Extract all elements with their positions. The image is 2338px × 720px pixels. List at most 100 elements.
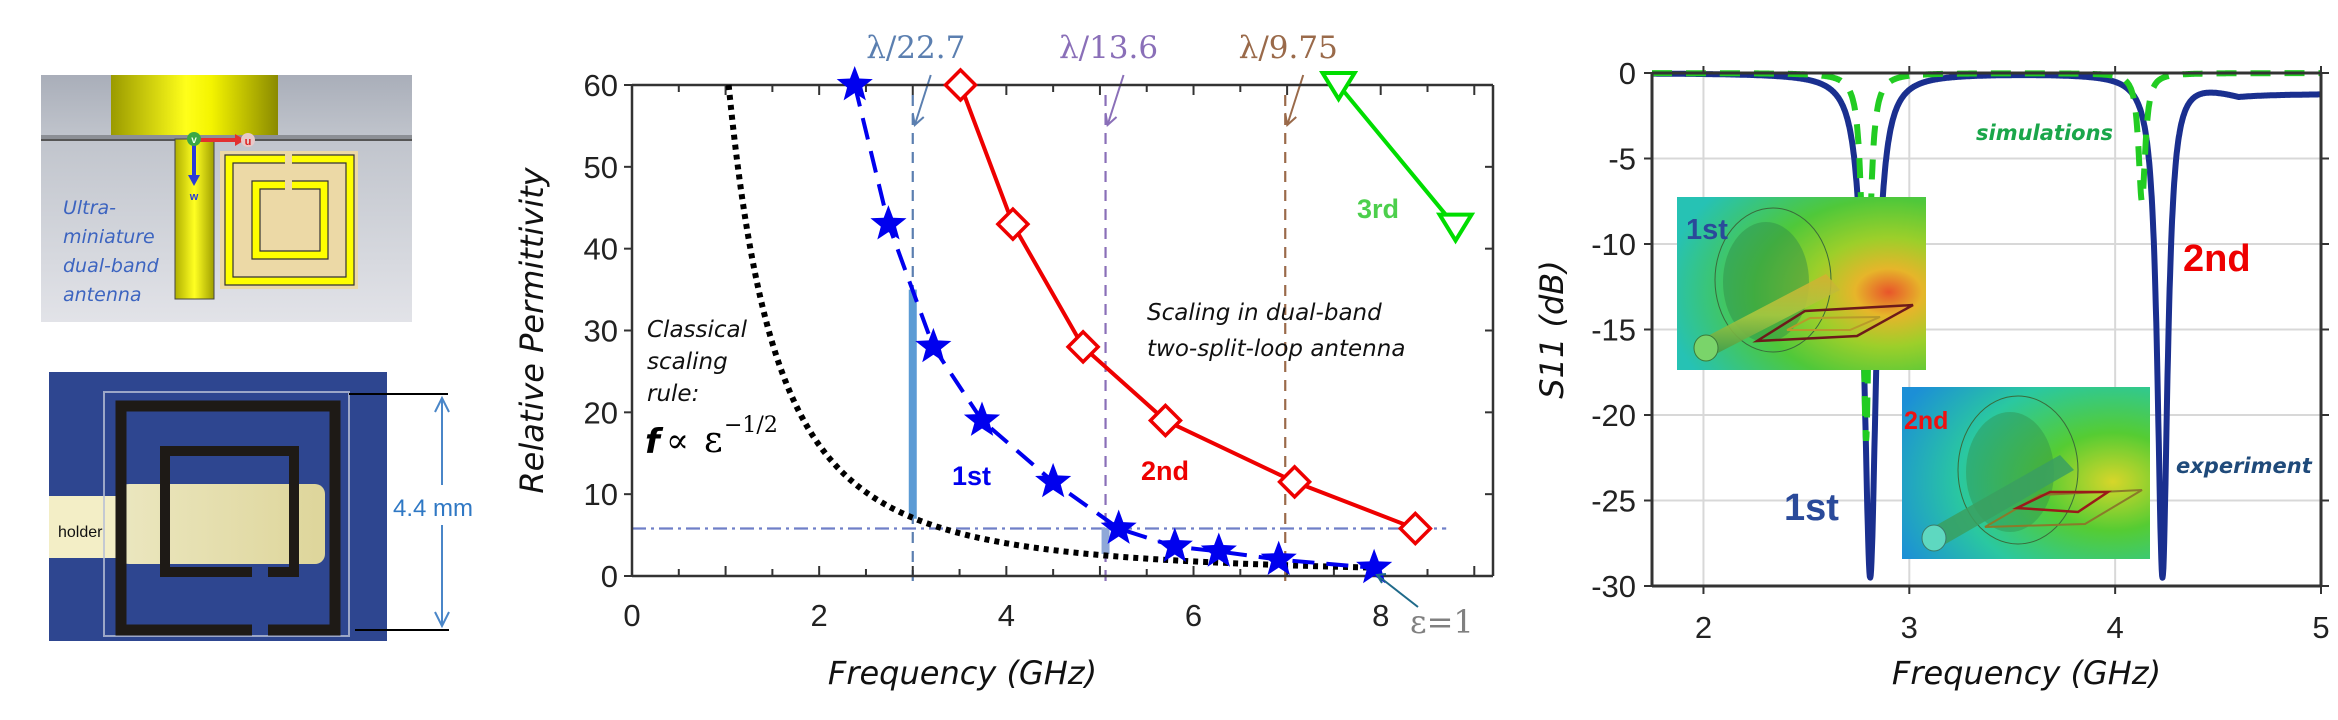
y-tick-label: -5 bbox=[1608, 142, 1636, 177]
y-tick-label: -20 bbox=[1591, 398, 1636, 433]
inner-split-loop bbox=[252, 181, 328, 259]
x-tick-label: 0 bbox=[623, 598, 640, 633]
reference-label: λ/13.6 bbox=[1059, 30, 1158, 66]
formula-f: f bbox=[645, 422, 664, 462]
series-line-2nd bbox=[958, 84, 1417, 531]
y-tick-label: 0 bbox=[1619, 56, 1636, 91]
reference-arrow-head bbox=[1284, 112, 1297, 127]
x-axis-title: Frequency (GHz) bbox=[828, 654, 1097, 692]
cad-caption: Ultra- miniature dual-band antenna bbox=[63, 197, 160, 306]
y-tick-label: 30 bbox=[584, 314, 618, 349]
series-line-3rd bbox=[1337, 83, 1458, 228]
s11-chart: 1st 2nd 2 3 4 5 0 -5 -10 -15 -20 -25 -30 Frequency… bbox=[1533, 56, 2330, 692]
dual-band-text-2: two-split-loop antenna bbox=[1147, 336, 1405, 362]
label-2nd-dip: 2nd bbox=[2183, 238, 2251, 280]
classical-text-2: scaling bbox=[647, 349, 728, 375]
outer-loop bbox=[115, 400, 341, 636]
diamond-marker bbox=[1397, 511, 1433, 547]
diamond-marker bbox=[943, 67, 978, 103]
label-1st-band: 1st bbox=[952, 461, 991, 491]
y-tick-label: -10 bbox=[1591, 227, 1636, 262]
classical-scaling-curve bbox=[725, 84, 1381, 571]
inset-2nd-field: 2nd bbox=[1902, 387, 2150, 559]
dual-band-annotation: Scaling in dual-band two-split-loop ante… bbox=[1147, 300, 1405, 362]
dual-band-text-1: Scaling in dual-band bbox=[1147, 300, 1382, 326]
y-tick-label: 60 bbox=[584, 68, 618, 103]
epsilon-one-label: ε=1 bbox=[1410, 603, 1474, 641]
formula-exponent: −1/2 bbox=[724, 413, 778, 438]
highlight-bar bbox=[908, 289, 917, 519]
cad-model-image: u w v Ultra- miniature dual-band antenna bbox=[41, 75, 412, 322]
star-marker bbox=[1200, 532, 1237, 567]
y-tick-label: -30 bbox=[1591, 569, 1636, 604]
x-axis-title: Frequency (GHz) bbox=[1892, 654, 2161, 692]
formula-proportional: ∝ bbox=[666, 421, 689, 461]
v-axis-label: v bbox=[191, 135, 197, 146]
y-tick-label: -15 bbox=[1591, 313, 1636, 348]
caption-line-4: antenna bbox=[63, 284, 142, 306]
ground-line bbox=[41, 135, 412, 139]
classical-text-3: rule: bbox=[647, 381, 699, 407]
inset-1st-field: 1st bbox=[1677, 197, 1926, 370]
reference-label: λ/9.75 bbox=[1239, 30, 1338, 66]
highlight-bar bbox=[1101, 527, 1110, 554]
label-2nd-band: 2nd bbox=[1141, 456, 1189, 486]
y-tick-label: 0 bbox=[601, 559, 618, 594]
label-1st-dip: 1st bbox=[1784, 487, 1839, 529]
coax-cylinder bbox=[111, 75, 278, 135]
y-axis-title: S11 (dB) bbox=[1533, 260, 1571, 398]
caption-line-2: miniature bbox=[63, 226, 155, 248]
caption-line-1: Ultra- bbox=[63, 197, 116, 219]
y-axis-title: Relative Permittivity bbox=[513, 166, 551, 493]
star-marker bbox=[915, 327, 952, 363]
reference-arrow bbox=[1286, 74, 1305, 126]
star-marker bbox=[836, 66, 873, 101]
diamond-marker bbox=[1277, 464, 1313, 500]
classical-rule-annotation: Classical scaling rule: f ∝ ε −1/2 bbox=[645, 317, 778, 462]
y-tick-label: 40 bbox=[584, 232, 618, 267]
triangle-marker bbox=[1435, 212, 1476, 245]
x-tick-label: 3 bbox=[1901, 610, 1918, 645]
u-axis-label: u bbox=[245, 136, 252, 148]
diamond-marker bbox=[1147, 403, 1183, 438]
star-marker bbox=[1356, 548, 1393, 584]
reference-arrow bbox=[1106, 74, 1125, 126]
y-tick-label: 10 bbox=[584, 477, 618, 512]
x-tick-label: 4 bbox=[2107, 610, 2124, 645]
permittivity-chart: λ/22.7 λ/13.6 λ/9.75 0 2 4 6 8 0 10 20 30 40 50 60 Fr… bbox=[513, 30, 1495, 692]
antenna-photo: holder 4.4 mm bbox=[49, 372, 473, 641]
simulations-label: simulations bbox=[1976, 121, 2113, 145]
epsilon-one-arrow bbox=[1376, 574, 1419, 608]
star-marker bbox=[1260, 540, 1297, 575]
x-tick-label: 2 bbox=[1695, 610, 1712, 645]
x-tick-label: 6 bbox=[1185, 598, 1202, 633]
caption-line-3: dual-band bbox=[63, 255, 160, 277]
dimension-label: 4.4 mm bbox=[393, 495, 473, 522]
holder-label: holder bbox=[58, 524, 103, 541]
inset-2nd-label: 2nd bbox=[1904, 407, 1948, 435]
label-3rd-band: 3rd bbox=[1357, 194, 1399, 224]
holder-strip bbox=[49, 496, 119, 558]
formula-epsilon: ε bbox=[704, 420, 723, 461]
substrate-outline bbox=[103, 391, 350, 637]
experiment-label: experiment bbox=[2176, 454, 2313, 478]
outer-split-loop bbox=[225, 155, 354, 285]
series-line-1st bbox=[852, 84, 1375, 570]
y-tick-label: -25 bbox=[1591, 484, 1636, 519]
x-tick-label: 4 bbox=[998, 598, 1015, 633]
y-tick-label: 50 bbox=[584, 150, 618, 185]
inset-1st-label: 1st bbox=[1686, 214, 1728, 246]
diamond-marker bbox=[1065, 329, 1101, 365]
y-tick-label: 20 bbox=[584, 395, 618, 430]
star-marker bbox=[1035, 462, 1072, 498]
w-axis-label: w bbox=[189, 191, 199, 203]
x-tick-label: 5 bbox=[2312, 610, 2329, 645]
x-tick-label: 8 bbox=[1372, 598, 1389, 633]
reference-arrow-head bbox=[911, 112, 925, 127]
star-marker bbox=[870, 205, 907, 240]
star-marker bbox=[1156, 527, 1193, 562]
reference-arrow-head bbox=[1104, 112, 1118, 127]
reference-arrow bbox=[913, 74, 932, 126]
star-marker bbox=[963, 401, 1001, 436]
